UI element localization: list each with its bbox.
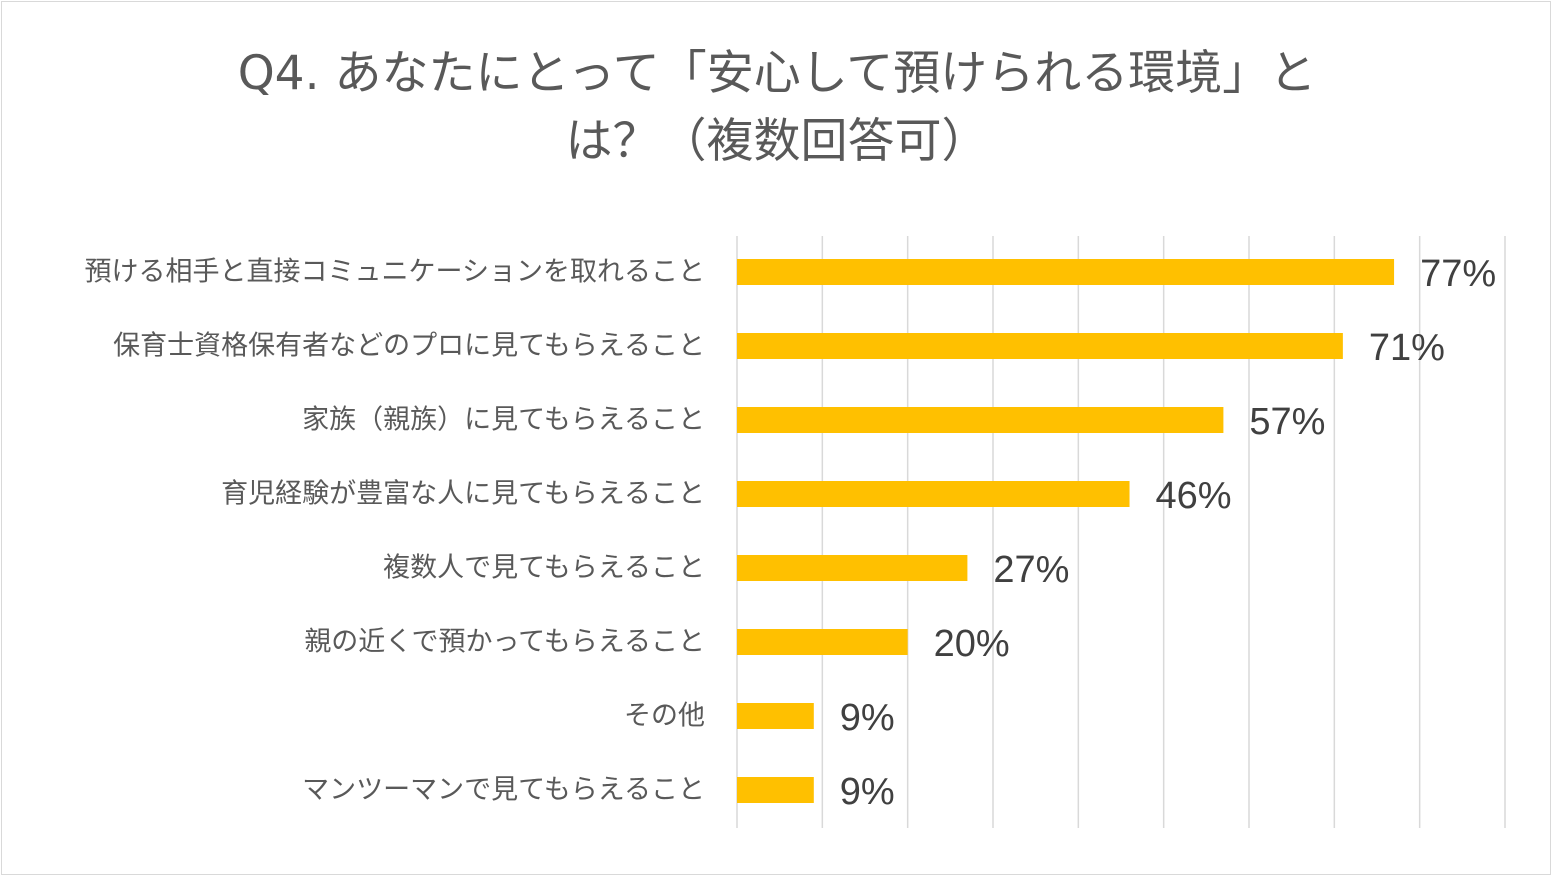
value-labels: 77% 71% 57% 46% 27% 20% 9% 9%	[840, 253, 1496, 813]
bar	[737, 333, 1343, 359]
bar	[737, 629, 908, 655]
data-label: 77%	[1420, 253, 1496, 295]
bar	[737, 481, 1130, 507]
data-label: 20%	[934, 623, 1010, 665]
gridlines	[736, 236, 1506, 828]
bar	[737, 777, 814, 803]
category-label: 育児経験が豊富な人に見てもらえること	[221, 479, 705, 510]
category-label: 保育士資格保有者などのプロに見てもらえること	[113, 331, 705, 362]
category-labels: 預ける相手と直接コミュニケーションを取れること保育士資格保有者などのプロに見ても…	[85, 257, 705, 806]
chart-title-line-2: は？（複数回答可）	[565, 114, 989, 169]
data-label: 71%	[1369, 327, 1445, 369]
data-label: 46%	[1156, 475, 1232, 517]
data-label: 57%	[1249, 401, 1325, 443]
bar	[737, 555, 968, 581]
data-label: 27%	[993, 549, 1069, 591]
bar	[737, 703, 814, 729]
category-label: マンツーマンで見てもらえること	[302, 775, 705, 806]
category-label: 複数人で見てもらえること	[383, 553, 705, 584]
category-label: 親の近くで預かってもらえること	[304, 627, 705, 658]
category-label: 預ける相手と直接コミュニケーションを取れること	[85, 257, 705, 288]
data-label: 9%	[840, 771, 895, 813]
bar	[737, 407, 1224, 433]
chart-title: Q4. あなたにとって「安心して預けられる環境」と は？（複数回答可）	[0, 40, 1554, 176]
data-label: 9%	[840, 697, 895, 739]
category-label: 家族（親族）に見てもらえること	[302, 405, 705, 436]
chart-title-line-1: Q4. あなたにとって「安心して預けられる環境」と	[237, 46, 1317, 101]
category-label: その他	[624, 701, 705, 732]
bars	[737, 259, 1395, 803]
bar	[737, 259, 1395, 285]
